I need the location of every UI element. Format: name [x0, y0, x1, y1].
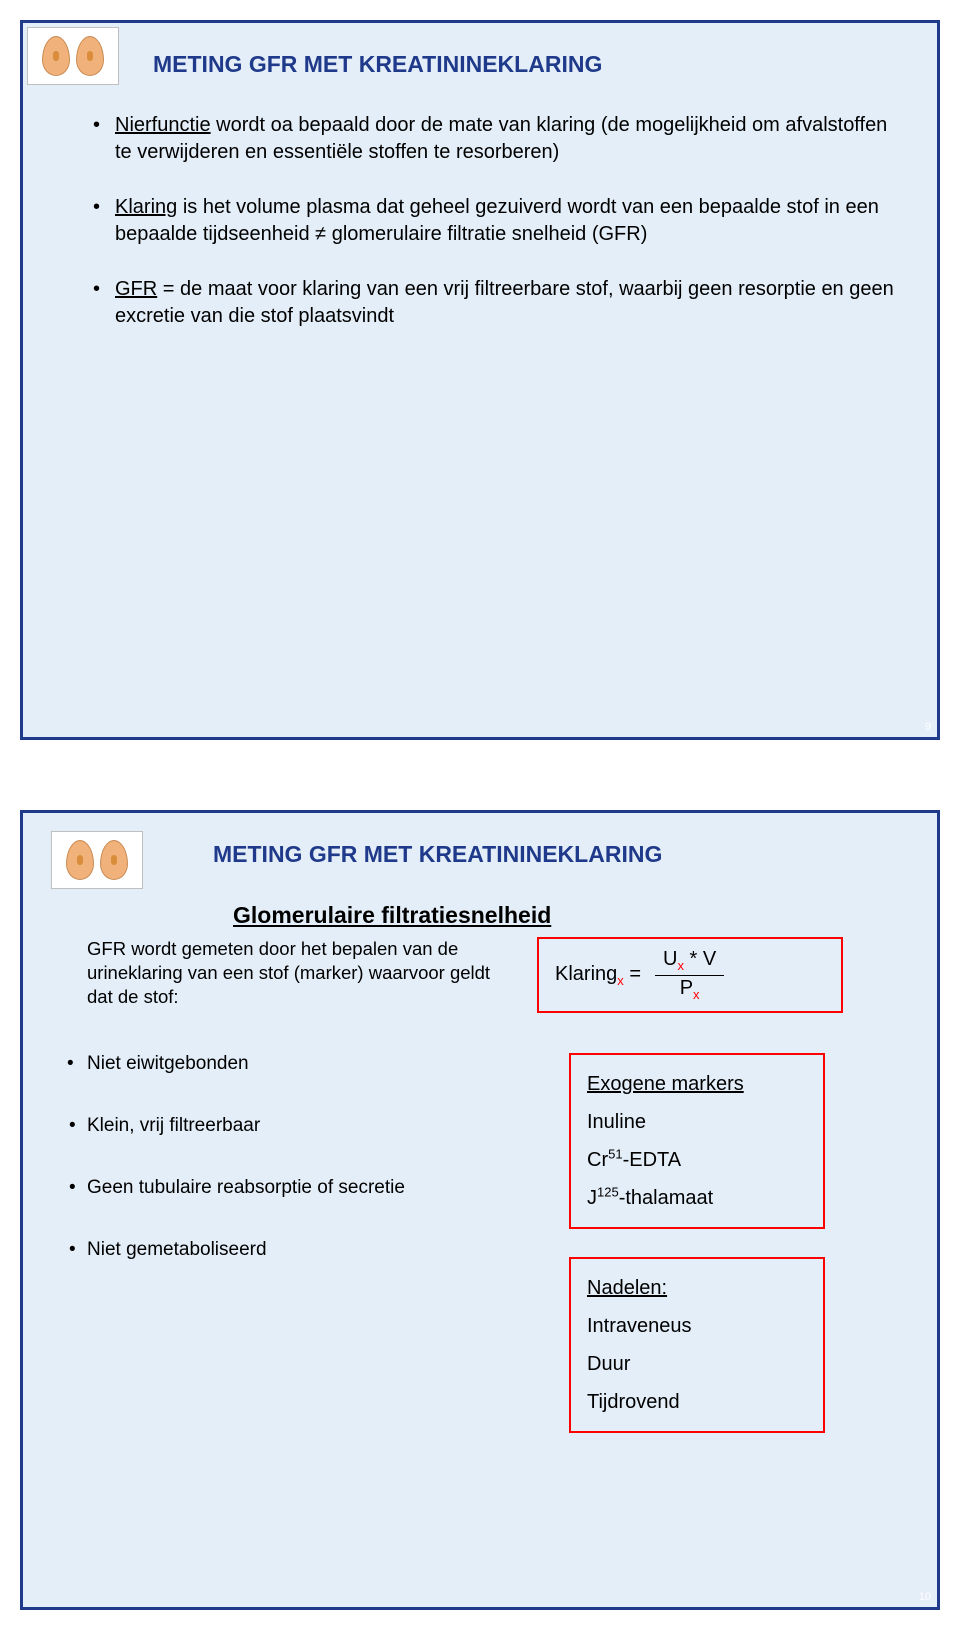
intro-text: GFR wordt gemeten door het bepalen van d…	[87, 937, 497, 1009]
formula-denominator: Px	[680, 976, 700, 1002]
kidney-right-icon	[100, 840, 128, 880]
formula-lhs: Klaringx =	[555, 963, 641, 988]
slide-title: METING GFR MET KREATININEKLARING	[153, 51, 897, 78]
kidneys-icon	[51, 831, 143, 889]
criterion-item: Klein, vrij filtreerbaar	[69, 1115, 509, 1137]
marker-item: Inuline	[587, 1103, 807, 1141]
bullet-rest: = de maat voor klaring van een vrij filt…	[115, 278, 894, 327]
bullet-rest: is het volume plasma dat geheel gezuiver…	[115, 196, 879, 245]
criterion-item: Niet gemetaboliseerd	[69, 1239, 509, 1261]
bullet-item: Nierfunctie wordt oa bepaald door de mat…	[93, 112, 897, 166]
page-number: 10	[919, 1591, 931, 1603]
bullet-rest: wordt oa bepaald door de mate van klarin…	[115, 114, 887, 163]
kidney-left-icon	[66, 840, 94, 880]
criteria-list: Niet eiwitgebonden Klein, vrij filtreerb…	[69, 1053, 509, 1261]
lower-row: Niet eiwitgebonden Klein, vrij filtreerb…	[69, 1053, 897, 1433]
section-subtitle: Glomerulaire filtratiesnelheid	[233, 902, 897, 929]
bullet-lead: Klaring	[115, 196, 177, 218]
criterion-item: Geen tubulaire reabsorptie of secretie	[69, 1177, 509, 1199]
slide-1: METING GFR MET KREATININEKLARING Nierfun…	[20, 20, 940, 740]
page-number: 9	[925, 721, 931, 733]
nadelen-item: Duur	[587, 1345, 807, 1383]
bullet-list: Nierfunctie wordt oa bepaald door de mat…	[63, 112, 897, 330]
markers-heading: Exogene markers	[587, 1065, 807, 1103]
slide-2: METING GFR MET KREATININEKLARING Glomeru…	[20, 810, 940, 1610]
criteria-column: Niet eiwitgebonden Klein, vrij filtreerb…	[69, 1053, 509, 1301]
marker-item: Cr51-EDTA	[587, 1141, 807, 1179]
nadelen-item: Tijdrovend	[587, 1383, 807, 1421]
bullet-item: Klaring is het volume plasma dat geheel …	[93, 194, 897, 248]
intro-row: GFR wordt gemeten door het bepalen van d…	[87, 937, 897, 1013]
bullet-item: GFR = de maat voor klaring van een vrij …	[93, 276, 897, 330]
nadelen-box: Nadelen: Intraveneus Duur Tijdrovend	[569, 1257, 825, 1433]
formula-box: Klaringx = Ux * V Px	[537, 937, 843, 1013]
formula-numerator: Ux * V	[655, 949, 724, 976]
slide-title: METING GFR MET KREATININEKLARING	[213, 841, 897, 868]
formula-fraction: Ux * V Px	[655, 949, 724, 1001]
boxes-column: Exogene markers Inuline Cr51-EDTA J125-t…	[569, 1053, 825, 1433]
markers-box: Exogene markers Inuline Cr51-EDTA J125-t…	[569, 1053, 825, 1229]
kidney-left-icon	[42, 36, 70, 76]
criterion-item: Niet eiwitgebonden	[69, 1053, 509, 1075]
bullet-lead: GFR	[115, 278, 157, 300]
nadelen-heading: Nadelen:	[587, 1269, 807, 1307]
marker-item: J125-thalamaat	[587, 1179, 807, 1217]
nadelen-item: Intraveneus	[587, 1307, 807, 1345]
kidney-right-icon	[76, 36, 104, 76]
bullet-lead: Nierfunctie	[115, 114, 211, 136]
kidneys-icon	[27, 27, 119, 85]
